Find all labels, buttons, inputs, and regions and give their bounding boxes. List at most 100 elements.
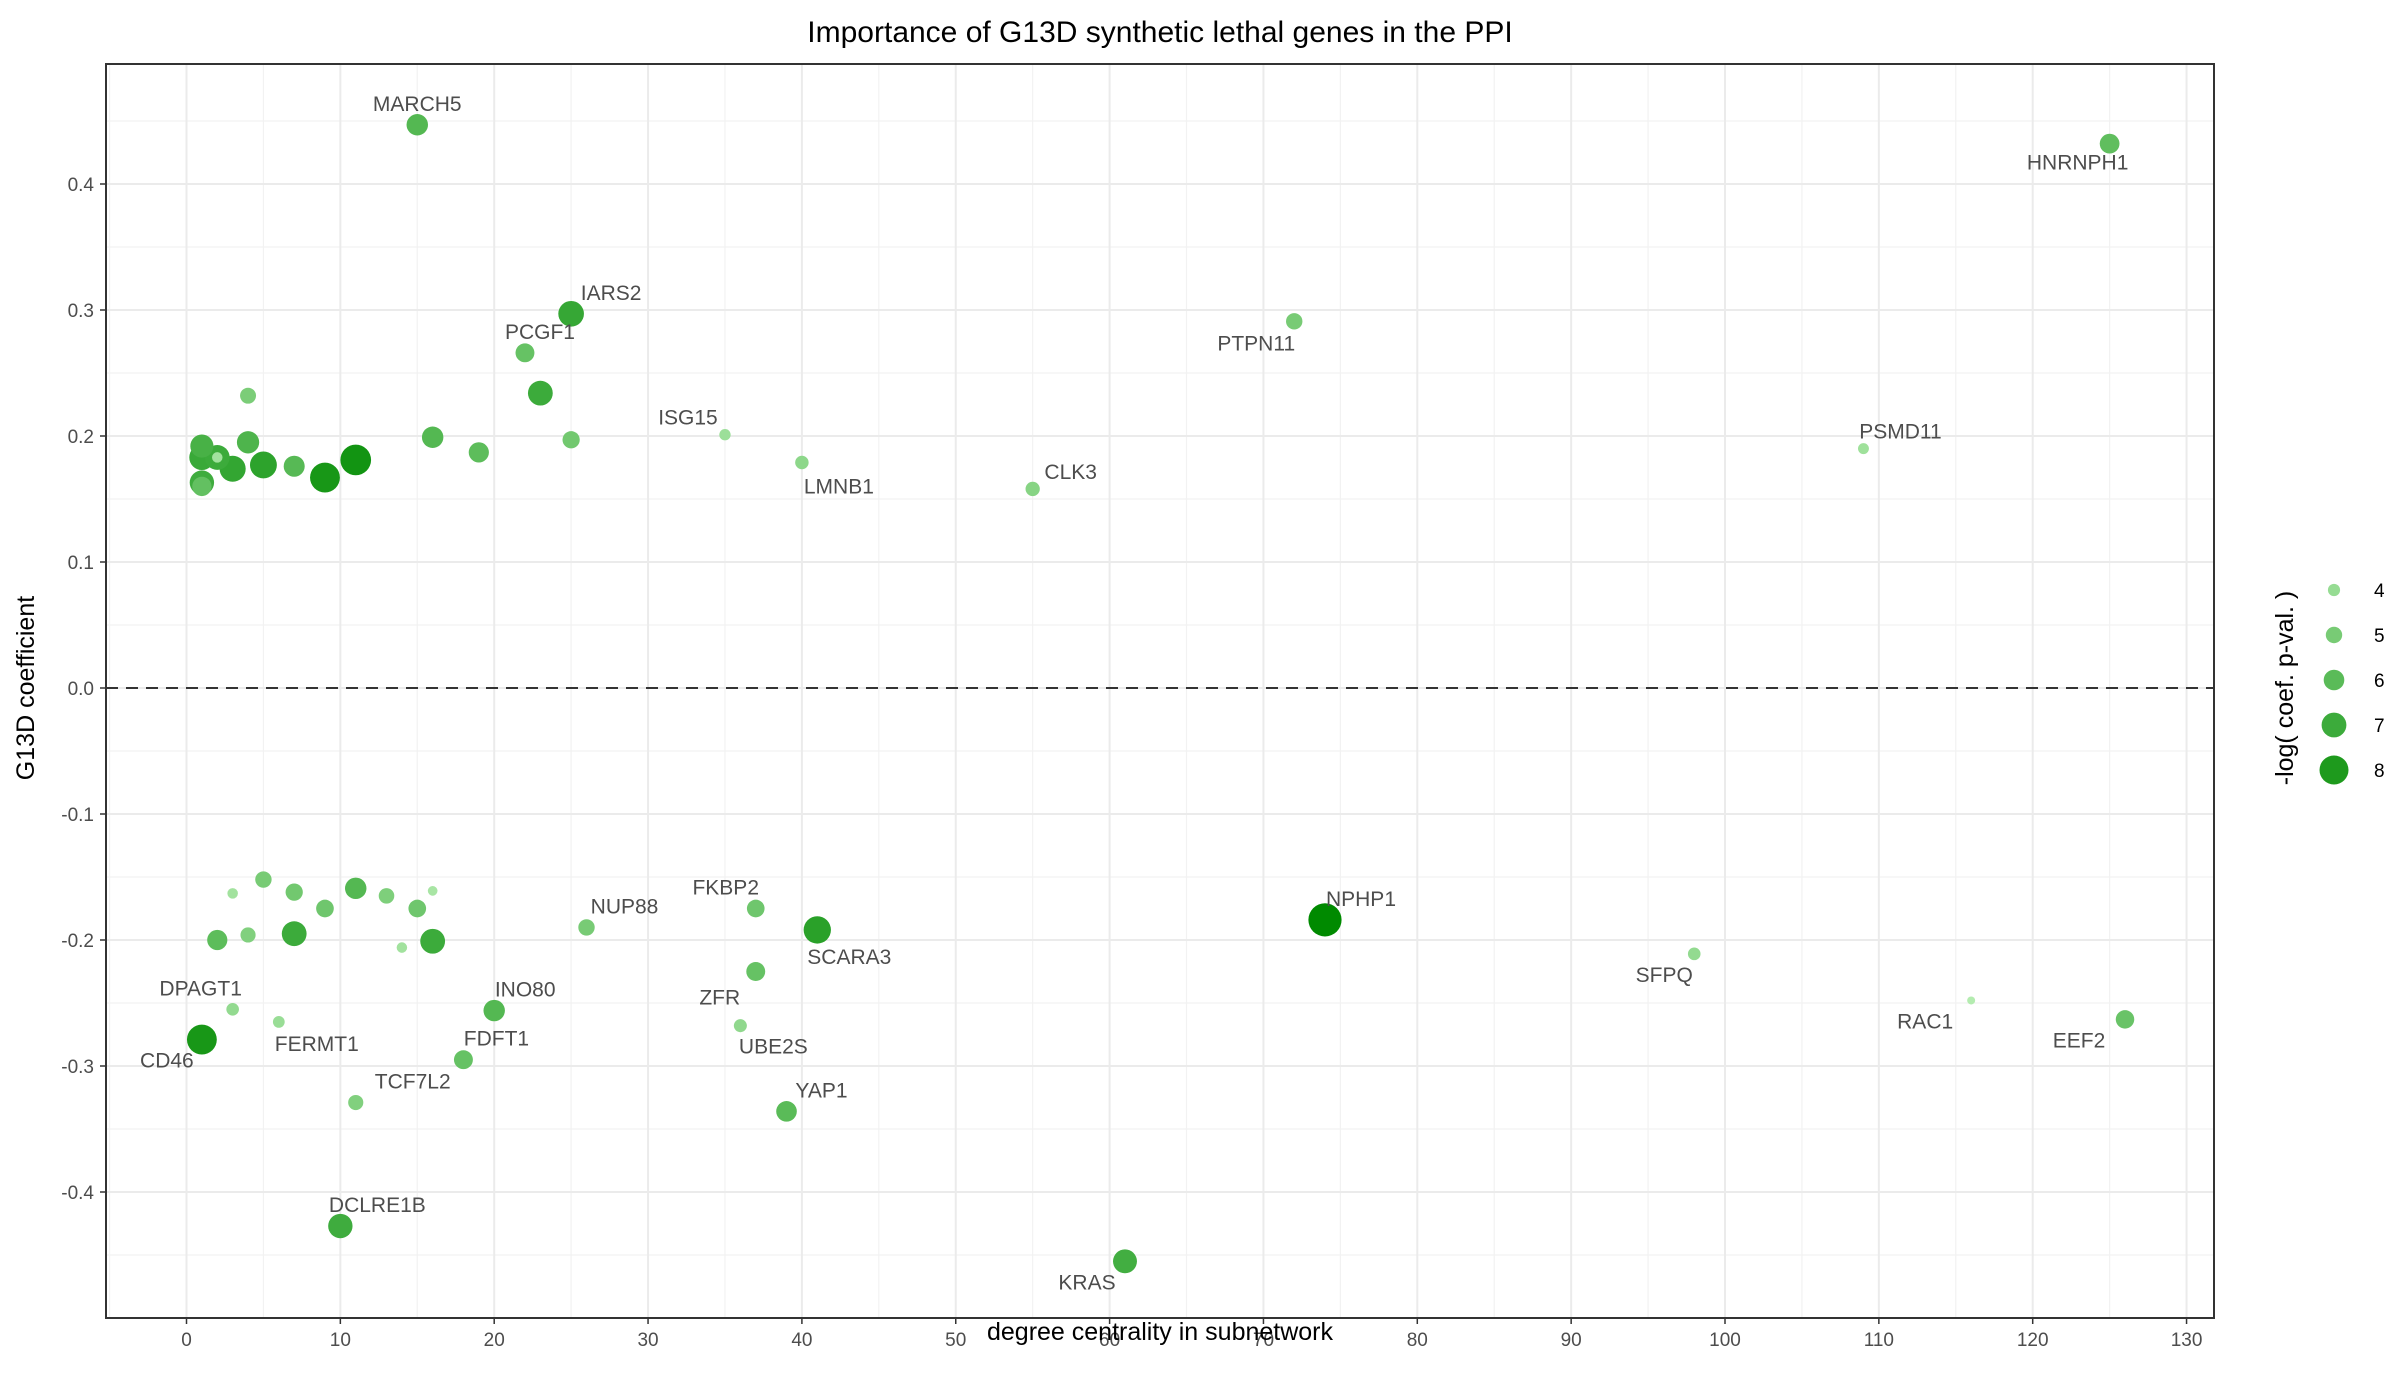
point-label: ISG15 <box>658 407 718 430</box>
point-label: NUP88 <box>591 895 659 918</box>
point-label: DPAGT1 <box>159 977 241 1000</box>
x-tick-label: 110 <box>1864 1330 1894 1351</box>
point-label: RAC1 <box>1897 1010 1953 1033</box>
legend-key <box>2321 712 2347 738</box>
x-tick-label: 80 <box>1407 1330 1428 1351</box>
point-label: CD46 <box>140 1050 194 1073</box>
data-point <box>578 919 595 936</box>
data-point <box>340 444 372 476</box>
point-label: TCF7L2 <box>375 1071 451 1094</box>
point-label: LMNB1 <box>804 475 874 498</box>
data-point <box>427 886 438 896</box>
y-tick-label: 0.4 <box>68 175 95 196</box>
data-point <box>345 877 367 900</box>
point-label: FERMT1 <box>275 1033 359 1056</box>
x-tick-label: 90 <box>1561 1330 1582 1351</box>
chart-title: Importance of G13D synthetic lethal gene… <box>807 16 1512 49</box>
data-point <box>733 1019 747 1033</box>
data-point <box>1308 903 1342 937</box>
panel-border <box>105 63 2215 1319</box>
plot-panel: 0 10 20 30 40 50 60 70 80 90 100 110 120 130 0.4 0.3 0.2… <box>61 63 2215 1351</box>
legend-key <box>2319 755 2349 785</box>
x-tick-label: 0 <box>181 1330 192 1351</box>
y-tick-label: -0.3 <box>61 1057 94 1078</box>
point-label: PTPN11 <box>1217 332 1295 355</box>
data-point <box>283 455 305 477</box>
data-point <box>558 300 584 327</box>
data-point <box>240 927 256 943</box>
data-point <box>2115 1010 2135 1029</box>
x-tick-label: 130 <box>2171 1330 2203 1351</box>
data-point <box>227 888 238 899</box>
y-tick-label: -0.2 <box>61 931 94 952</box>
data-point <box>746 899 765 918</box>
point-label: UBE2S <box>739 1036 808 1059</box>
data-point <box>328 1213 353 1239</box>
x-tick-label: 10 <box>330 1330 351 1351</box>
point-label: KRAS <box>1058 1271 1115 1294</box>
point-label: ZFR <box>699 987 740 1010</box>
point-label: FKBP2 <box>692 877 759 900</box>
point-label: YAP1 <box>795 1079 847 1102</box>
data-point <box>746 962 766 981</box>
data-point <box>527 380 553 406</box>
point-label: SCARA3 <box>807 946 891 969</box>
point-label: EEF2 <box>2053 1029 2106 1052</box>
data-point <box>396 942 408 953</box>
data-point <box>272 1016 285 1028</box>
point-label: INO80 <box>495 979 556 1002</box>
legend-label: 6 <box>2374 671 2385 692</box>
legend-label: 8 <box>2374 761 2385 782</box>
y-tick-label: 0.0 <box>68 679 94 700</box>
data-point <box>421 426 444 448</box>
data-point <box>186 1024 217 1055</box>
legend-key <box>2327 583 2341 597</box>
point-label: HNRNPH1 <box>2027 152 2129 175</box>
y-tick-label: -0.1 <box>61 805 94 826</box>
data-point <box>1286 313 1303 330</box>
x-axis-title: degree centrality in subnetwork <box>987 1318 1334 1346</box>
y-tick-label: -0.4 <box>61 1183 94 1204</box>
y-axis-title: G13D coefficient <box>12 596 40 780</box>
panel-background <box>106 64 2214 1318</box>
data-point <box>515 343 535 363</box>
point-label: CLK3 <box>1044 461 1097 484</box>
x-tick-label: 120 <box>2017 1330 2049 1351</box>
data-point <box>281 921 307 947</box>
data-point <box>406 114 428 136</box>
x-tick-label: 50 <box>945 1330 966 1351</box>
data-point <box>310 462 340 493</box>
point-label: PSMD11 <box>1859 421 1941 444</box>
data-point <box>776 1101 797 1122</box>
y-tick-label: 0.1 <box>68 553 94 574</box>
data-point <box>2099 133 2120 154</box>
data-point <box>453 1050 473 1070</box>
data-point <box>378 888 395 904</box>
data-point <box>719 429 731 441</box>
data-point <box>249 451 277 479</box>
data-point <box>240 387 257 404</box>
x-tick-label: 20 <box>484 1330 505 1351</box>
data-point <box>1857 443 1869 455</box>
x-tick-label: 70 <box>1253 1330 1274 1351</box>
legend-key <box>2325 626 2343 644</box>
point-label: IARS2 <box>581 282 642 305</box>
y-tick-label: 0.3 <box>68 301 94 322</box>
data-point <box>255 871 272 888</box>
data-point <box>207 929 228 951</box>
data-point <box>420 928 446 954</box>
data-point <box>316 899 334 918</box>
y-tick-label: 0.2 <box>68 427 94 448</box>
data-point <box>226 1002 239 1016</box>
data-point <box>408 899 427 918</box>
x-tick-label: 100 <box>1709 1330 1741 1351</box>
legend-key <box>2323 669 2345 691</box>
point-label: DCLRE1B <box>329 1194 426 1217</box>
data-point <box>483 999 505 1022</box>
point-label: FDFT1 <box>464 1028 529 1051</box>
data-point <box>192 476 212 497</box>
x-tick-label: 60 <box>1099 1330 1120 1351</box>
data-point <box>1687 947 1701 961</box>
data-point <box>190 434 214 458</box>
